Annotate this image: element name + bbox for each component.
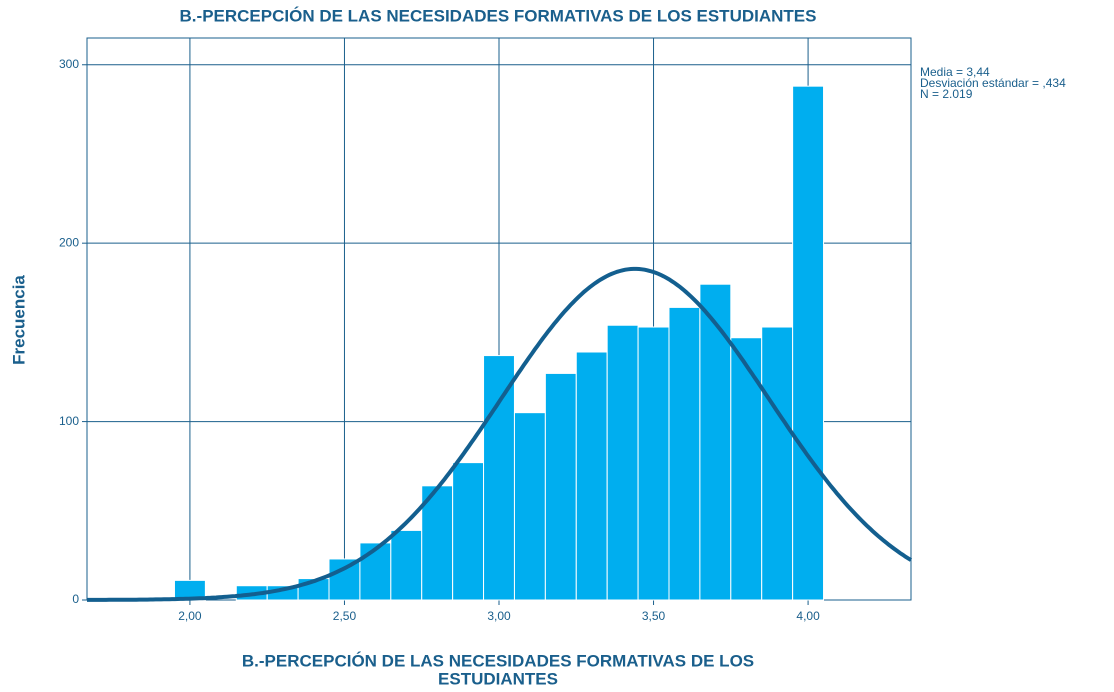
- stat-label: Media = 3,44: [920, 65, 990, 79]
- stat-label: N = 2.019: [920, 87, 973, 101]
- x-tick-label: 2,00: [178, 609, 202, 623]
- bar: [637, 326, 670, 601]
- bar: [390, 529, 423, 601]
- y-axis-title: Frecuencia: [9, 275, 28, 365]
- bar: [544, 372, 577, 601]
- x-axis-title: ESTUDIANTES: [438, 669, 558, 688]
- x-tick-label: 3,00: [487, 609, 511, 623]
- bar: [668, 306, 701, 601]
- bar: [792, 85, 825, 601]
- x-tick-label: 2,50: [333, 609, 357, 623]
- stat-label: Desviación estándar = ,434: [920, 76, 1066, 90]
- bar: [513, 412, 546, 601]
- bar: [421, 485, 454, 601]
- y-tick-label: 300: [59, 57, 79, 71]
- normal-curve: [87, 266, 913, 602]
- x-tick-label: 3,50: [642, 609, 666, 623]
- chart-title: B.-PERCEPCIÓN DE LAS NECESIDADES FORMATI…: [180, 6, 817, 25]
- y-tick-label: 0: [72, 592, 79, 606]
- bar: [483, 355, 515, 601]
- bar: [761, 326, 794, 601]
- x-tick-label: 4,00: [796, 609, 820, 623]
- bar: [606, 324, 639, 601]
- x-axis-title: B.-PERCEPCIÓN DE LAS NECESIDADES FORMATI…: [242, 651, 754, 670]
- y-tick-label: 200: [59, 235, 79, 249]
- bar: [699, 283, 732, 601]
- bar: [452, 462, 485, 601]
- y-tick-label: 100: [59, 414, 79, 428]
- bar: [575, 351, 608, 601]
- bar: [730, 337, 763, 601]
- bar: [328, 558, 361, 601]
